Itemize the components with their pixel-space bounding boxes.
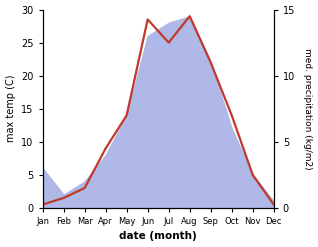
- Y-axis label: med. precipitation (kg/m2): med. precipitation (kg/m2): [303, 48, 313, 169]
- Y-axis label: max temp (C): max temp (C): [5, 75, 16, 143]
- X-axis label: date (month): date (month): [119, 231, 197, 242]
